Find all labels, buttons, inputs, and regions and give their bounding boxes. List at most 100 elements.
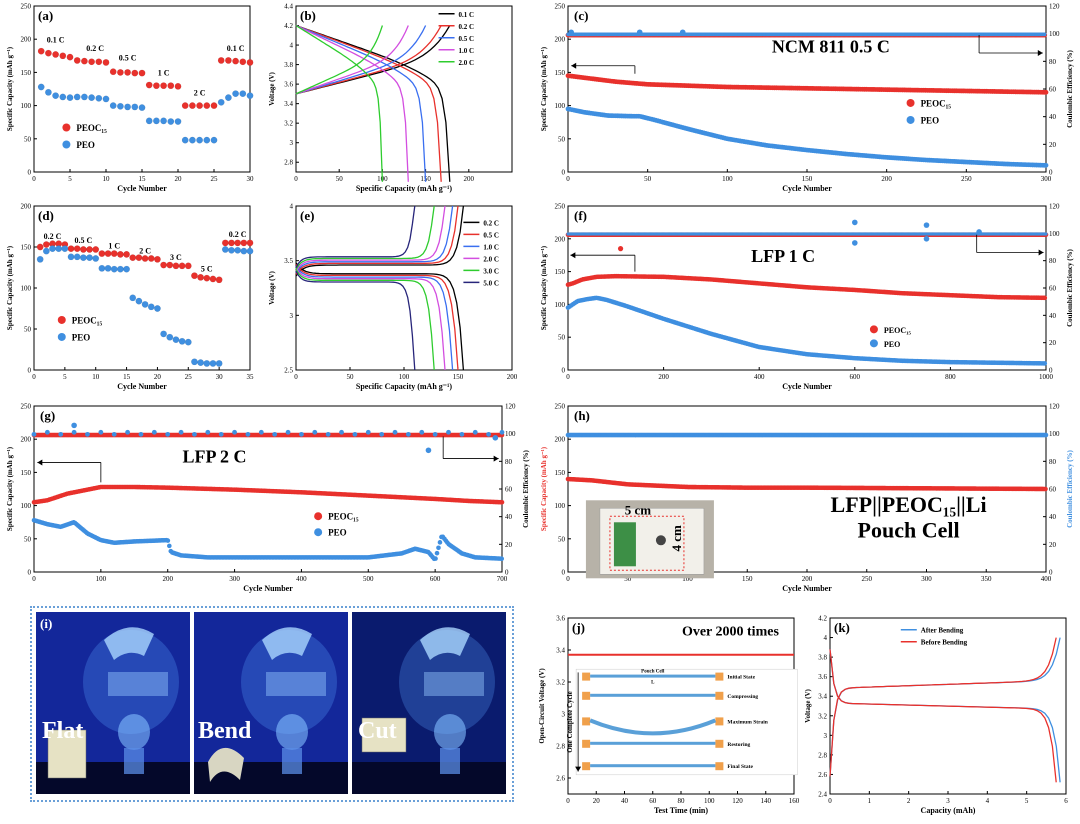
x-tick-label: 600 <box>430 575 441 583</box>
x-tick-label: 50 <box>624 575 632 583</box>
panel-k: 0 1 2 3 4 5 6 2.4 2.6 2.8 3 3.2 3.4 3.6 3.8 4 4.2 Capacit… <box>800 610 1080 824</box>
charge-curve <box>295 205 435 270</box>
legend-entry: 5.0 C <box>483 279 499 287</box>
chart-j: 0 20 40 60 80 100 120 140 1602.62.833.23.43.6Tes… <box>538 615 800 816</box>
peo-point <box>217 98 225 106</box>
x-tick-label: 50 <box>347 373 355 381</box>
peo-ce-point <box>205 429 211 435</box>
charge-curve <box>295 205 416 269</box>
peo-ce-outlier <box>568 29 574 36</box>
peo-point <box>49 245 56 253</box>
chart-h: 0 50 100 150 200 250 300 350 400050100150200250C… <box>540 403 1074 594</box>
discharge-curve <box>295 24 384 182</box>
chart-title: LFP||PEOC₁₅||Li <box>831 492 987 517</box>
y2-tick-label: 60 <box>1049 486 1057 494</box>
pouch-strip-bent <box>589 718 717 736</box>
peoc15-point <box>129 254 137 262</box>
legend-marker <box>314 512 323 521</box>
x-tick-label: 800 <box>945 373 956 381</box>
legend-entry: 0.2 C <box>483 219 499 227</box>
peo-ce-point <box>285 429 291 435</box>
peo-ce-outlier <box>923 222 930 228</box>
y-tick-label: 3.6 <box>556 615 565 623</box>
peo-point <box>88 94 96 102</box>
x-tick-label: 25 <box>211 175 219 183</box>
arrow-left-axis-head <box>37 459 43 466</box>
peo-ce-point <box>98 429 104 435</box>
x-tick-label: 15 <box>139 175 147 183</box>
x-tick-label: 25 <box>185 373 193 381</box>
inset-step-label: Initial State <box>727 675 755 681</box>
inset-pouch-label: Pouch Cell <box>641 669 665 674</box>
peo-ce-point <box>138 431 144 437</box>
peoc15-point <box>154 255 161 263</box>
peoc15-point <box>167 82 175 90</box>
y-axis-label: Specific Capacity (mAh g⁻¹) <box>6 245 14 330</box>
rate-label: 0.1 C <box>227 44 245 53</box>
charge-curve <box>295 205 465 277</box>
peoc15-point <box>124 69 132 76</box>
peo-point <box>117 102 124 110</box>
legend-entry: PEO <box>76 140 95 150</box>
peoc15-point <box>52 51 59 58</box>
x-tick-label: 0 <box>566 373 570 381</box>
y2-tick-label: 120 <box>505 403 516 411</box>
y-tick-label: 2.5 <box>284 367 293 375</box>
peo-point <box>79 254 87 262</box>
x-tick-label: 5 <box>63 373 67 381</box>
peo-ce-point <box>486 431 492 437</box>
peoc15-point <box>174 82 182 90</box>
x-tick-label: 200 <box>658 373 669 381</box>
panel-label: (h) <box>574 408 590 423</box>
peo-point <box>197 359 205 367</box>
peo-point <box>42 247 50 255</box>
x-axis-label: Cycle Number <box>782 184 832 193</box>
peoc15-point <box>210 102 218 110</box>
clamp-left <box>582 739 591 748</box>
y2-tick-label: 80 <box>505 458 513 466</box>
peoc15-point <box>203 102 211 110</box>
peo-point <box>81 93 88 101</box>
x-tick-label: 15 <box>123 373 131 381</box>
legend-entry: PEOC₁₅ <box>921 98 952 108</box>
peo-capacity-point <box>165 538 171 543</box>
peo-capacity-point <box>437 540 443 545</box>
x-tick-label: 700 <box>497 575 508 583</box>
x-tick-label: 10 <box>103 175 111 183</box>
y2-tick-label: 80 <box>1049 257 1057 265</box>
x-tick-label: 0 <box>32 175 36 183</box>
legend-entry: 0.1 C <box>459 11 475 19</box>
legend-entry: PEOC₁₅ <box>884 326 912 335</box>
axis-frame <box>295 5 513 173</box>
y-tick-label: 200 <box>555 436 566 444</box>
x-tick-label: 100 <box>399 373 410 381</box>
x-tick-label: 100 <box>96 575 107 583</box>
legend-entry: PEO <box>921 115 940 125</box>
y-tick-label: 200 <box>21 203 32 211</box>
panel-b: 0 50 100 150 200 2.8 3 3.2 3.4 3.6 3.8 4 4.2 4.4 Speci… <box>262 0 532 200</box>
rate-label: 0.2 C <box>44 232 62 241</box>
x-tick-label: 120 <box>732 797 743 805</box>
peoc15-point <box>45 49 52 57</box>
y2-tick-label: 20 <box>1049 541 1057 549</box>
charge-curve <box>295 205 446 272</box>
discharge-curve <box>295 24 451 182</box>
y-tick-label: 2.6 <box>818 771 827 779</box>
peo-capacity-point <box>1043 162 1049 168</box>
peo-ce-point <box>339 429 344 435</box>
x-tick-label: 350 <box>981 575 992 583</box>
peo-point <box>221 246 229 253</box>
y2-tick-label: 100 <box>1049 430 1060 438</box>
y2-tick-label: 120 <box>1049 3 1060 11</box>
clamp-right <box>715 672 724 681</box>
peoc15-point <box>42 241 50 248</box>
y-tick-label: 150 <box>21 244 32 252</box>
x-axis-label: Cycle Number <box>243 584 293 593</box>
rate-label: 1 C <box>158 69 170 78</box>
peoc15-point <box>160 82 168 90</box>
pouch-cell-tab <box>655 535 666 546</box>
legend-entry: PEO <box>328 528 347 538</box>
inset-step-label: Maximum Strain <box>727 719 768 725</box>
